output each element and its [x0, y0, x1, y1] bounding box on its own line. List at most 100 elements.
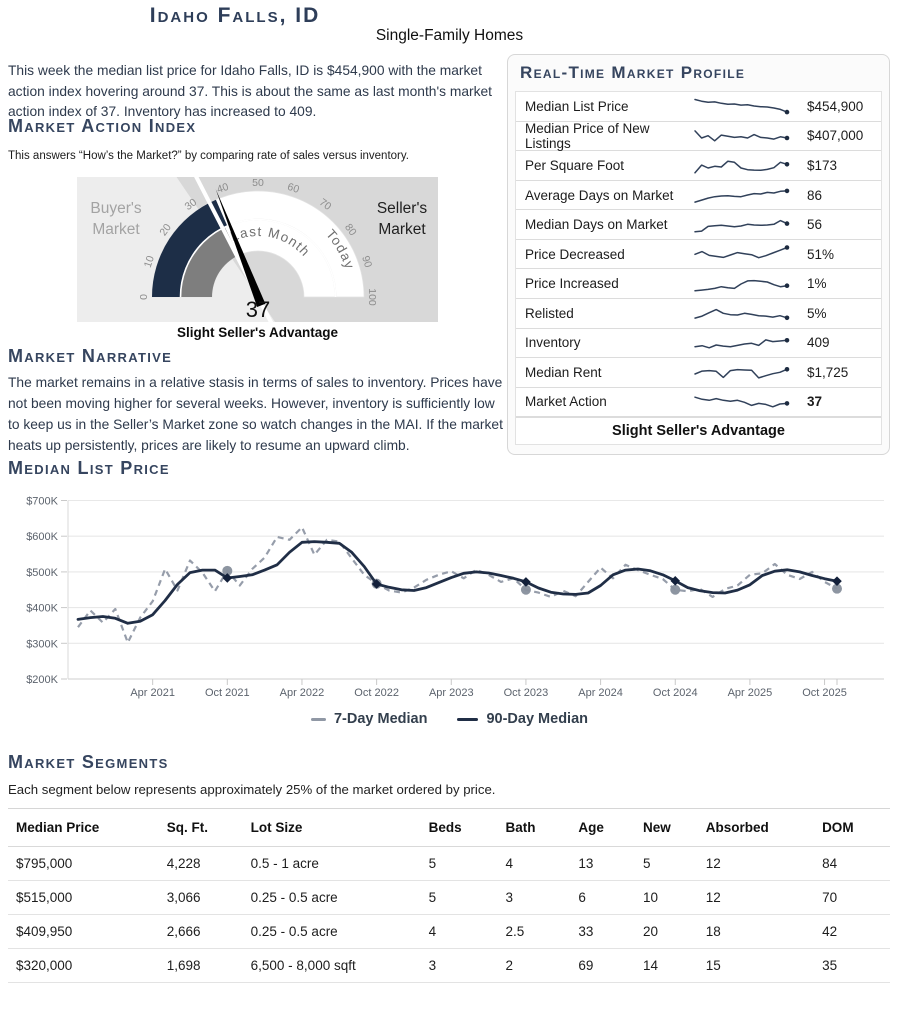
segments-column-header: New [635, 808, 698, 847]
x-axis-tick-label: Apr 2022 [280, 687, 325, 699]
market-action-index-heading: Market Action Index [8, 116, 197, 136]
profile-row-label: Price Increased [525, 276, 619, 292]
sparkline [694, 309, 790, 321]
price-chart-canvas: $700K $600K $500K $400K $300K $200K Apr 2021 Oc… [26, 496, 884, 699]
profile-row-label: Median Price of New Listings [525, 120, 650, 151]
segments-column-header: Absorbed [697, 808, 815, 847]
gauge-canvas: 0102030405060708090100Last MonthToday37B… [77, 131, 439, 364]
profile-row-label: Median Rent [525, 364, 602, 380]
segments-cell: 3 [497, 880, 571, 915]
profile-row: Median List Price $454,900 [516, 92, 881, 122]
market-narrative-heading: Market Narrative [8, 346, 173, 366]
profile-row-value: $173 [807, 158, 838, 173]
market-profile-table: Median List Price $454,900 Median Price of… [515, 91, 882, 445]
y-axis-tick-label: $400K [26, 603, 58, 615]
gauge-tick-label: 10 [142, 254, 157, 269]
x-axis-tick-label: Apr 2024 [578, 687, 623, 699]
profile-row: Per Square Foot $173 [516, 151, 881, 181]
sparkline [694, 99, 790, 115]
segments-cell: 0.25 - 0.5 acre [242, 914, 421, 949]
x-axis-tick-label: Apr 2025 [728, 687, 773, 699]
y-axis-tick-label: $300K [26, 638, 58, 650]
gauge-value: 37 [246, 297, 270, 322]
profile-row-label: Average Days on Market [525, 187, 674, 203]
page-subtitle: Single-Family Homes [375, 27, 524, 44]
profile-row: Price Decreased 51% [516, 240, 881, 270]
sparkline [694, 337, 790, 349]
segments-cell: 4 [420, 914, 498, 949]
sellers-market-label: Seller's Market [377, 200, 428, 238]
segments-cell: 2.5 [497, 914, 571, 949]
segments-cell: 42 [814, 914, 890, 949]
market-narrative-text: The market remains in a relative stasis … [8, 375, 503, 454]
x-axis-tick-label: Apr 2021 [130, 687, 175, 699]
median-list-price-heading: Median List Price [8, 458, 170, 478]
gauge-tick-label: 50 [252, 177, 264, 189]
buyers-market-label: Buyer's Market [90, 200, 141, 238]
segments-cell: 2 [497, 948, 571, 983]
y-axis-tick-label: $500K [26, 567, 58, 579]
profile-row-value: 409 [807, 335, 830, 351]
profile-row: Average Days on Market 86 [516, 181, 881, 211]
segments-cell: 69 [570, 948, 636, 983]
profile-row-label: Per Square Foot [525, 158, 625, 173]
legend-swatch [457, 717, 479, 721]
profile-row-value: $1,725 [807, 364, 849, 380]
segments-column-header: Beds [420, 808, 498, 847]
segments-cell: 18 [697, 914, 815, 949]
segments-column-header: Sq. Ft. [158, 808, 243, 847]
segments-cell: $795,000 [8, 846, 159, 881]
legend-swatch [310, 717, 326, 721]
market-action-index-description: This answers “How’s the Market?” by comp… [8, 150, 409, 162]
segments-cell: 5 [420, 880, 498, 915]
gauge-tick-label: 0 [138, 294, 150, 300]
profile-row-label: Price Decreased [525, 246, 625, 262]
segments-cell: $409,950 [8, 914, 159, 949]
y-axis-tick-label: $700K [26, 496, 58, 508]
segments-cell: 14 [635, 948, 698, 983]
segments-cell: 2,666 [158, 914, 243, 949]
segments-cell: 20 [635, 914, 698, 949]
market-segments-heading: Market Segments [8, 752, 169, 772]
profile-row-value: $407,000 [807, 128, 864, 144]
x-axis-tick-label: Oct 2023 [504, 687, 549, 699]
profile-row-label: Market Action [525, 394, 607, 410]
segments-header-row: Median Price Sq. Ft. Lot Size Beds Bath Age Ne… [8, 808, 890, 847]
intro-text: This week the median list price for Idah… [8, 63, 493, 120]
sparkline [694, 279, 790, 292]
segments-cell: 6 [570, 880, 636, 915]
x-axis-tick-label: Oct 2022 [354, 687, 399, 699]
segments-column-header: Bath [497, 808, 571, 847]
gauge-tick-label: 90 [359, 254, 374, 269]
legend-label: 90-Day Median [486, 711, 589, 727]
gauge-tick-label: 60 [286, 181, 301, 196]
segments-cell: 15 [697, 948, 815, 983]
segments-cell: 13 [570, 846, 636, 881]
market-profile-heading: Real-Time Market Profile [520, 63, 746, 82]
segments-cell: 35 [814, 948, 890, 983]
profile-row-label: Inventory [525, 335, 581, 351]
profile-row: Relisted 5% [516, 299, 881, 329]
segments-cell: 3,066 [158, 880, 243, 915]
profile-row-value: 51% [807, 246, 835, 262]
market-profile-panel: Real-Time Market Profile Median List Pri… [507, 54, 890, 455]
page-title: Idaho Falls, ID [149, 4, 321, 27]
segments-cell: 3 [420, 948, 498, 983]
segments-cell: 4,228 [158, 846, 243, 881]
x-axis-tick-label: Oct 2021 [205, 687, 250, 699]
x-axis-tick-label: Apr 2023 [429, 687, 474, 699]
legend-item: 7-Day Median [310, 711, 427, 727]
segments-cell: 4 [497, 846, 571, 881]
gauge-caption: Slight Seller's Advantage [176, 325, 338, 340]
market-action-gauge: 0102030405060708090100Last MonthToday37B… [77, 131, 439, 364]
profile-row-value: 1% [807, 276, 827, 292]
segments-cell: 10 [635, 880, 698, 915]
segments-column-header: DOM [814, 808, 890, 847]
profile-row: Market Action 37 [516, 388, 881, 418]
segments-column-header: Median Price [8, 808, 159, 847]
profile-row: Median Days on Market 56 [516, 210, 881, 240]
profile-row-value: 56 [807, 217, 823, 233]
segments-cell: 70 [814, 880, 890, 915]
segments-cell: 5 [635, 846, 698, 881]
legend-item: 90-Day Median [457, 711, 588, 727]
